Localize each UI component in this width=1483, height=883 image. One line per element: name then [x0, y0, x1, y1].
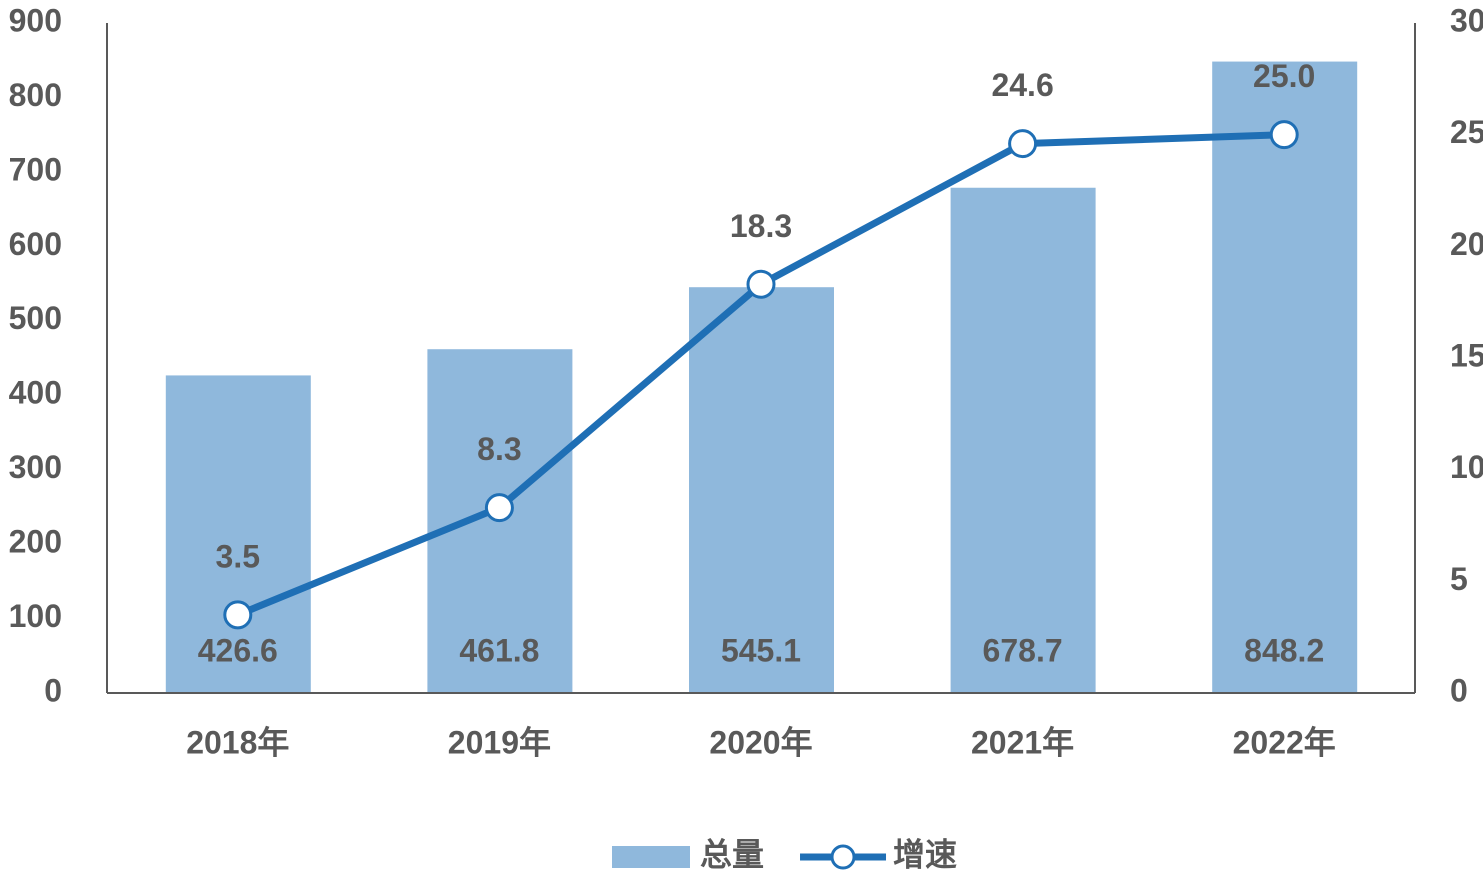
line-marker [223, 600, 253, 630]
line-value-label: 24.6 [991, 67, 1053, 103]
bar-value-label: 426.6 [198, 632, 278, 668]
line-marker [1269, 120, 1299, 150]
y-tick-label: 500 [9, 300, 62, 336]
x-tick-label: 2018年 [186, 724, 289, 760]
x-tick-label: 2022年 [1233, 724, 1336, 760]
line-marker [484, 493, 514, 523]
y-tick-label: 200 [9, 524, 62, 560]
x-tick-label: 2020年 [709, 724, 812, 760]
line-marker [746, 269, 776, 299]
y2-tick-label: 30 [1450, 2, 1483, 38]
y-tick-label: 800 [9, 77, 62, 113]
y2-tick-label: 5 [1450, 561, 1468, 597]
line-value-label: 3.5 [216, 538, 260, 574]
line-value-label: 18.3 [730, 208, 792, 244]
bar [165, 375, 311, 693]
legend-swatch [612, 846, 690, 868]
bar [950, 187, 1096, 694]
bar-value-label: 545.1 [721, 632, 801, 668]
bar-value-label: 678.7 [983, 632, 1063, 668]
y2-tick-label: 10 [1450, 449, 1483, 485]
bar [689, 287, 834, 693]
line-marker [1008, 129, 1038, 159]
line-value-label: 8.3 [477, 431, 521, 467]
x-tick-label: 2021年 [971, 724, 1074, 760]
y-tick-label: 400 [9, 375, 62, 411]
y-tick-label: 900 [9, 2, 62, 38]
legend-label: 总量 [700, 836, 764, 872]
y2-tick-label: 25 [1450, 114, 1483, 150]
x-tick-label: 2019年 [448, 724, 551, 760]
legend-label: 增速 [893, 836, 957, 872]
line-value-label: 25.0 [1253, 58, 1315, 94]
legend-swatch-marker [830, 844, 856, 870]
y2-tick-label: 0 [1450, 672, 1468, 708]
y2-tick-label: 20 [1450, 226, 1483, 262]
y-tick-label: 600 [9, 226, 62, 262]
y-tick-label: 100 [9, 598, 62, 634]
bar-value-label: 461.8 [459, 632, 539, 668]
y-tick-label: 0 [44, 672, 62, 708]
y-tick-label: 300 [9, 449, 62, 485]
bar-value-label: 848.2 [1244, 632, 1324, 668]
y2-tick-label: 15 [1450, 337, 1483, 373]
y-tick-label: 700 [9, 151, 62, 187]
bar [1212, 61, 1358, 694]
